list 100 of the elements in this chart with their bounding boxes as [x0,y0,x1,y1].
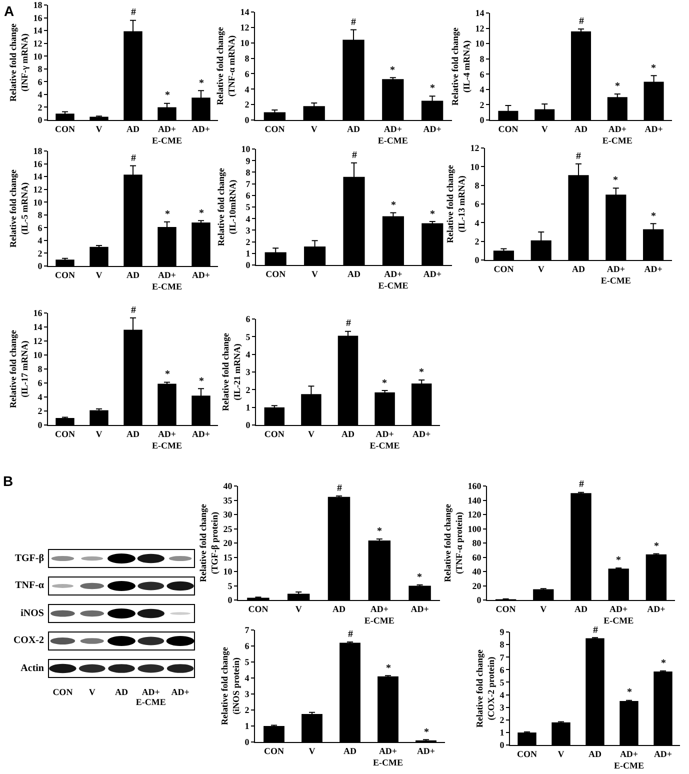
y-tick-label: 5 [246,332,251,342]
y-tick-label: 14 [475,8,485,18]
y-tick-label: 0 [244,115,250,126]
y-tick-label: 0 [476,595,482,606]
y-tick-label: 25 [223,524,233,534]
y-tick-label: 10 [33,350,43,360]
annotation: # [576,151,581,162]
y-tick-label: 7 [246,178,251,189]
x-tick-label: CON [498,124,519,134]
y-tick-label: 100 [468,524,482,534]
y-tick-label: 14 [33,172,43,182]
y-axis-title: Relative fold change (IL-13 mRNA) [444,165,467,243]
annotation: # [352,150,357,161]
y-tick-label: 6 [500,664,505,675]
annotation: # [337,483,342,494]
y-tick-label: 4 [500,690,505,700]
annotation: * [199,208,204,219]
y-axis-title: Relative fold change (IL-5 mRNA) [8,170,30,248]
category-label: AD+ [170,687,190,697]
annotation: # [579,16,584,27]
x-tick-label: AD+ E-CME [604,604,634,626]
annotation: # [351,17,356,28]
y-tick-label: 6 [38,222,43,233]
x-tick-label: V [308,746,316,756]
y-axis-title: Relative fold change (IL-21 mRNA) [220,333,242,411]
y-tick-label: 4 [38,392,43,402]
y-tick-label: 7 [244,625,250,636]
y-tick-label: 12 [33,38,43,48]
y-tick-label: 3 [500,702,505,712]
y-axis-title: Relative fold change (INF-γ mRNA) [8,24,30,102]
x-tick-label: AD [344,746,357,756]
y-tick-label: 8 [480,54,485,64]
x-tick-label: AD+ [423,124,442,134]
y-tick-label: 160 [468,481,482,492]
y-tick-label: 0 [38,261,43,272]
y-tick-label: 10 [470,162,480,172]
y-axis-title: Relative fold change (IL-17 mRNA) [8,330,30,408]
y-tick-label: 4 [38,236,43,246]
annotation: * [165,90,170,101]
y-tick-label: 5 [244,657,250,668]
annotation: * [430,209,435,220]
x-tick-label: AD+ [416,746,436,756]
y-tick-label: 8 [38,210,43,220]
x-tick-label: AD+ E-CME [152,124,182,146]
x-tick-label: AD [588,748,602,759]
y-tick-label: 0 [500,740,505,750]
x-tick-label: AD+ [644,264,662,274]
y-tick-label: 1 [500,728,505,738]
category-label: TNF-α [15,580,44,591]
y-tick-label: 6 [480,69,485,80]
x-tick-label: AD [126,428,140,439]
annotation: * [165,369,170,380]
x-tick-label: CON [55,270,76,280]
y-tick-label: 40 [223,481,233,492]
annotation: # [593,625,598,636]
x-tick-label: V [558,748,565,759]
y-tick-label: 8 [246,167,251,178]
y-tick-label: 0 [228,595,233,606]
category-label: AD [114,687,129,697]
y-tick-label: 8 [500,640,505,650]
y-tick-label: 5 [500,677,505,688]
annotation: * [651,211,656,222]
x-tick-label: AD+ E-CME [364,604,394,626]
y-tick-label: 4 [38,90,43,100]
y-tick-label: 12 [33,336,43,346]
y-tick-label: 14 [240,7,250,18]
y-tick-label: 0 [474,255,480,266]
y-tick-label: 8 [244,53,250,64]
y-tick-label: 15 [223,552,233,562]
y-tick-label: 16 [33,308,43,318]
annotation: * [199,376,204,387]
y-tick-label: 14 [33,26,43,36]
annotation: * [391,200,396,211]
annotation: * [419,367,424,378]
y-tick-label: 2 [38,248,43,258]
y-tick-label: 0 [246,260,251,270]
y-tick-label: 12 [33,184,43,194]
y-tick-label: 18 [33,0,43,10]
category-label: CON [52,687,74,697]
category-label: AD+ E-CME [134,687,167,707]
annotation: * [390,65,395,76]
y-tick-label: 2 [38,102,43,112]
annotation: # [131,305,136,316]
y-tick-label: 0 [244,737,250,748]
y-tick-label: 18 [33,146,43,156]
y-tick-label: 5 [246,202,251,212]
y-tick-label: 4 [246,214,251,224]
x-tick-label: AD [574,604,588,614]
annotation: * [430,83,435,94]
x-tick-label: CON [264,746,284,756]
y-tick-label: 2 [244,705,250,716]
annotation: * [377,526,382,537]
annotation: # [348,629,353,640]
y-tick-label: 6 [244,68,250,79]
x-tick-label: AD [574,124,588,134]
y-tick-label: 20 [472,580,482,591]
y-tick-label: 7 [500,652,505,662]
y-tick-label: 16 [33,158,43,169]
x-tick-label: AD+ E-CME [370,428,400,450]
category-label: iNOS [20,608,44,618]
